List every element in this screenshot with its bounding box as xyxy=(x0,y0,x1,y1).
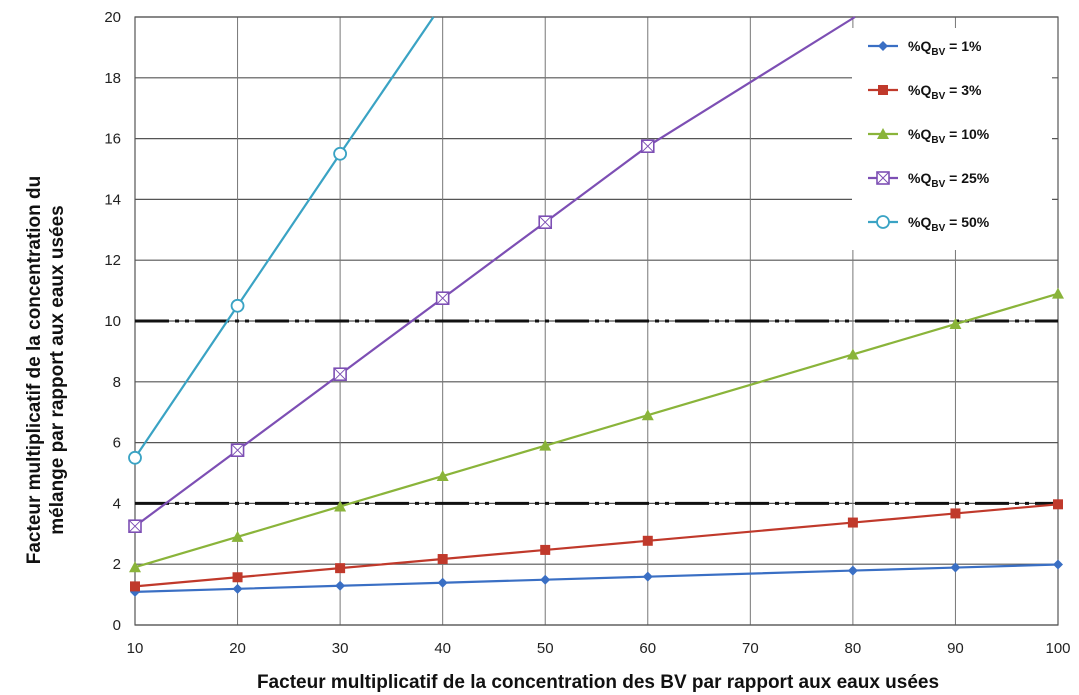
y-tick-label: 12 xyxy=(104,252,121,269)
series-2 xyxy=(130,499,1063,592)
data-point xyxy=(540,544,551,555)
data-point-cross xyxy=(436,291,450,305)
y-tick-label: 0 xyxy=(113,617,121,634)
y-axis-title-line-2: mélange par rapport aux eaux usées xyxy=(47,205,68,534)
data-point-cross xyxy=(333,367,347,381)
y-tick-label: 8 xyxy=(113,374,121,391)
x-tick-label: 30 xyxy=(332,640,349,657)
data-point-cross xyxy=(128,519,142,533)
data-point xyxy=(540,574,551,585)
data-point xyxy=(539,439,552,451)
data-point-cross xyxy=(876,171,890,185)
legend-label: %QBV = 10% xyxy=(908,126,990,146)
data-point-cross xyxy=(641,139,655,153)
series-1 xyxy=(130,559,1063,597)
x-tick-label: 80 xyxy=(845,640,862,657)
legend-label: %QBV = 50% xyxy=(908,214,990,234)
data-point xyxy=(1052,287,1064,299)
series-line xyxy=(134,563,1059,593)
tick-labels: 0 2 4 6 8 10 12 14 16 18 20 10 20 30 40 50 60 70 80 90 100 xyxy=(104,9,1070,657)
data-point xyxy=(949,318,962,330)
y-tick-label: 4 xyxy=(113,495,121,512)
series-line xyxy=(134,292,1059,569)
data-point xyxy=(333,146,348,161)
series-line xyxy=(134,503,1059,588)
y-axis-title-line-1: Facteur multiplicatif de la concentratio… xyxy=(24,176,45,565)
legend-item: %QBV = 50% xyxy=(868,214,990,234)
data-point xyxy=(642,571,653,582)
data-point xyxy=(1053,499,1063,510)
data-point xyxy=(878,41,888,51)
y-tick-label: 6 xyxy=(113,435,121,452)
data-point xyxy=(231,530,244,542)
data-point xyxy=(230,443,245,458)
data-point xyxy=(847,517,858,528)
reference-lines xyxy=(135,319,1058,505)
x-tick-label: 90 xyxy=(947,640,964,657)
x-tick-label: 50 xyxy=(537,640,554,657)
series-lines xyxy=(128,16,1064,597)
legend-item: %QBV = 25% xyxy=(868,170,990,190)
data-point-cross xyxy=(538,215,552,229)
data-point xyxy=(232,572,243,583)
data-point xyxy=(640,139,655,153)
x-tick-label: 70 xyxy=(742,640,759,657)
data-point xyxy=(128,450,142,465)
data-point xyxy=(232,583,243,594)
y-tick-label: 2 xyxy=(113,556,121,573)
data-point xyxy=(641,409,654,421)
x-tick-label: 40 xyxy=(434,640,451,657)
legend-label: %QBV = 1% xyxy=(908,38,982,58)
data-point xyxy=(1053,559,1063,570)
data-point xyxy=(642,535,653,546)
x-axis-title: Facteur multiplicatif de la concentratio… xyxy=(257,672,939,693)
series-4 xyxy=(128,16,856,534)
x-tick-label: 100 xyxy=(1045,640,1070,657)
legend-item: %QBV = 3% xyxy=(868,82,982,102)
x-tick-label: 20 xyxy=(229,640,246,657)
data-point xyxy=(230,298,245,313)
y-tick-label: 10 xyxy=(104,313,121,330)
legend: %QBV = 1% %QBV = 3% %QBV = 10% %QBV = 25% %Q… xyxy=(852,28,1052,250)
data-point xyxy=(130,581,140,592)
x-tick-label: 10 xyxy=(127,640,144,657)
data-point xyxy=(335,580,346,591)
series-3 xyxy=(129,287,1064,573)
series-5 xyxy=(128,16,435,465)
data-point xyxy=(877,128,889,139)
data-point xyxy=(334,500,347,512)
y-tick-label: 16 xyxy=(104,131,121,148)
y-axis-title: Facteur multiplicatif de la concentratio… xyxy=(24,176,68,565)
data-point xyxy=(129,561,141,573)
legend-label: %QBV = 3% xyxy=(908,82,982,102)
data-point xyxy=(950,562,961,573)
data-point xyxy=(876,171,890,185)
data-point xyxy=(538,215,553,229)
data-point xyxy=(847,565,858,576)
data-point xyxy=(437,577,448,588)
data-point xyxy=(876,215,890,229)
series-line xyxy=(134,16,435,459)
data-point-cross xyxy=(231,443,244,457)
data-point xyxy=(436,470,449,482)
data-point xyxy=(878,85,888,95)
legend-item: %QBV = 1% xyxy=(868,38,982,58)
legend-label: %QBV = 25% xyxy=(908,170,990,190)
data-point xyxy=(128,519,142,534)
data-point xyxy=(950,508,961,519)
legend-item: %QBV = 10% xyxy=(868,126,990,146)
data-point xyxy=(846,348,859,360)
y-tick-label: 18 xyxy=(104,70,121,87)
data-point xyxy=(335,563,346,574)
y-tick-label: 14 xyxy=(104,191,121,208)
data-point xyxy=(435,291,450,306)
y-tick-label: 20 xyxy=(104,9,121,26)
data-point xyxy=(437,554,448,565)
data-point xyxy=(333,367,347,382)
x-tick-label: 60 xyxy=(639,640,656,657)
